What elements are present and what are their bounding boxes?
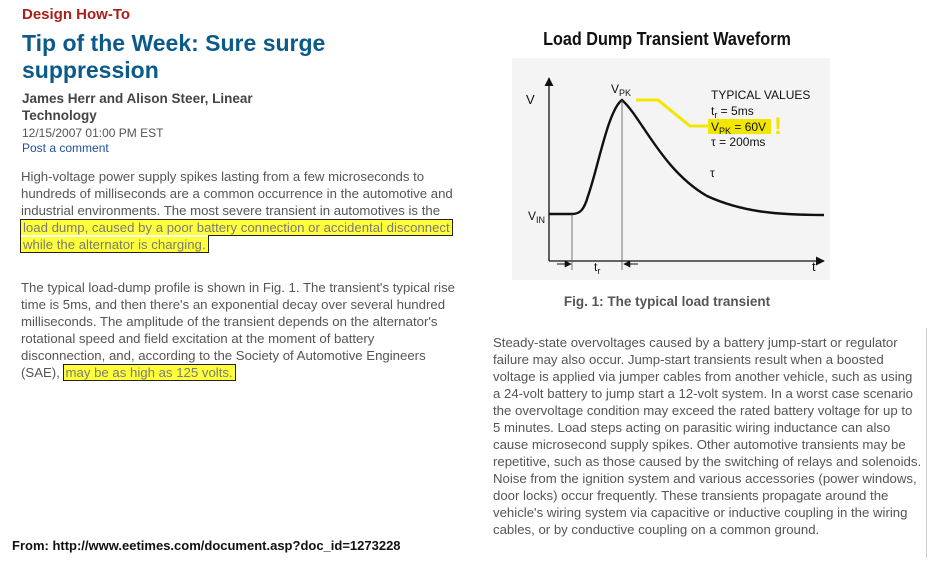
tr-label-sub: r (597, 266, 600, 276)
tr-label-main: t (594, 260, 598, 274)
post-comment-link[interactable]: Post a comment (22, 141, 109, 155)
typical-tr-value: = 5ms (717, 104, 753, 118)
section-label: Design How-To (22, 6, 131, 23)
vpk-label-sub: PK (619, 88, 631, 98)
paragraph-2-highlight: may be as high as 125 volts. (62, 364, 236, 381)
article-authors: James Herr and Alison Steer, Linear Tech… (22, 91, 253, 123)
figure-caption: Fig. 1: The typical load transient (563, 294, 771, 309)
vin-label-sub: IN (536, 215, 545, 225)
callout-exclaim: ! (774, 113, 782, 140)
typical-tr-main: t (711, 104, 715, 118)
figure-title: Load Dump Transient Waveform (543, 29, 791, 49)
tr-label: tr (594, 260, 600, 276)
y-axis-label: V (526, 92, 535, 107)
vin-label: VIN (528, 209, 545, 225)
paragraph-1-text: High-voltage power supply spikes lasting… (21, 169, 453, 218)
vin-label-main: V (528, 209, 536, 223)
waveform-curve (549, 98, 825, 217)
paragraph-2: The typical load-dump profile is shown i… (21, 279, 461, 381)
figure-background (512, 58, 830, 280)
load-dump-waveform: ! V t VIN VPK tr τ TYPICAL VALUES tr = 5… (526, 77, 825, 276)
typical-tr-sub: r (714, 110, 717, 120)
column-divider (926, 328, 927, 558)
typical-vpk: VPK = 60V (711, 120, 766, 136)
typical-vpk-main: V (711, 120, 719, 134)
vpk-callout-box (708, 119, 771, 134)
source-citation: From: http://www.eetimes.com/document.as… (12, 538, 401, 553)
typical-vpk-value: = 60V (731, 120, 766, 134)
vpk-callout-line (636, 98, 708, 128)
x-axis-label: t (812, 259, 816, 274)
article-date: 12/15/2007 01:00 PM EST (22, 126, 164, 140)
typical-tr: tr = 5ms (711, 104, 754, 120)
vpk-label: VPK (611, 82, 631, 98)
tau-label: τ (710, 166, 715, 180)
paragraph-2-text: The typical load-dump profile is shown i… (21, 280, 455, 380)
typical-values-heading: TYPICAL VALUES (711, 88, 810, 102)
paragraph-3: Steady-state overvoltages caused by a ba… (493, 335, 922, 537)
paragraph-1-highlight: load dump, caused by a poor battery conn… (20, 219, 453, 253)
vpk-label-main: V (611, 82, 619, 96)
paragraph-1: High-voltage power supply spikes lasting… (20, 168, 461, 253)
typical-vpk-sub: PK (719, 126, 731, 136)
typical-tau: τ = 200ms (711, 135, 765, 149)
article-title: Tip of the Week: Sure surge suppression (22, 30, 326, 83)
